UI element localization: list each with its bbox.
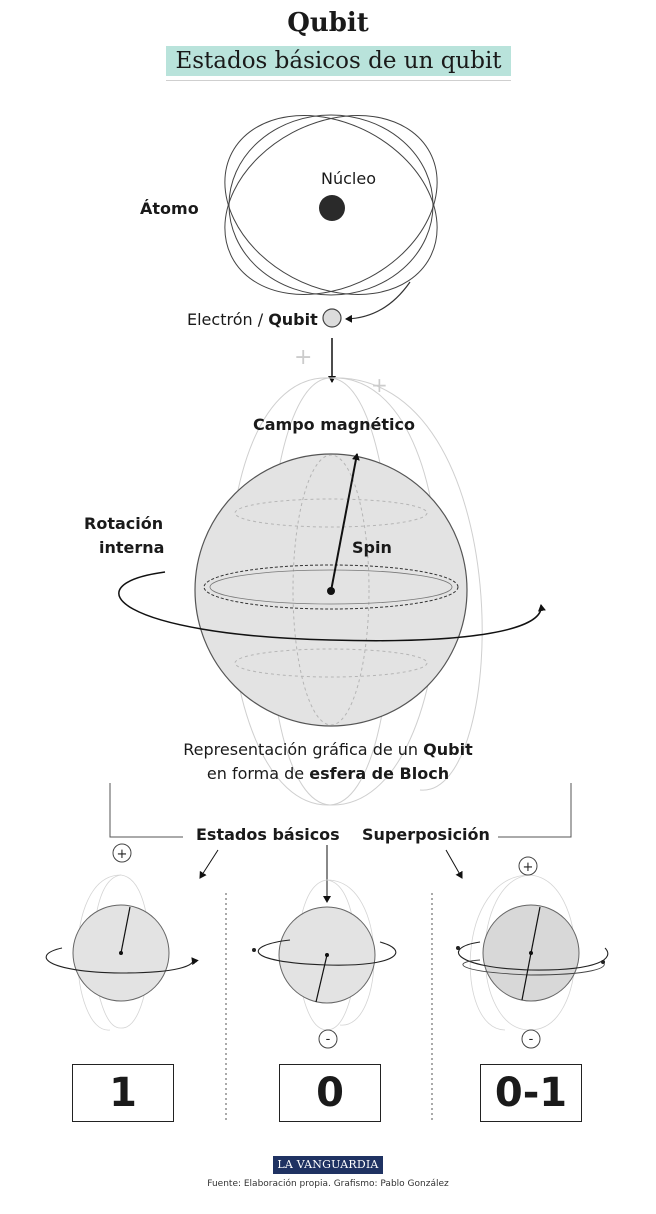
state-1-rotation xyxy=(45,947,199,974)
spin-vector xyxy=(330,453,360,592)
orbit-2 xyxy=(224,115,438,295)
superposition-rotation-1 xyxy=(458,941,609,971)
electron-label-text: Electrón / xyxy=(187,310,269,329)
la-vanguardia-logo: LA VANGUARDIA xyxy=(273,1156,383,1174)
electron-label-qubit: Qubit xyxy=(268,310,318,329)
state-0-box: 0 xyxy=(279,1064,381,1122)
state-1-spin xyxy=(120,906,131,954)
bloch-caption-bold-2: esfera de Bloch xyxy=(309,764,450,783)
plus-badge-label: + xyxy=(523,860,534,875)
superposition-sphere-group: + - xyxy=(456,856,609,1049)
nucleus xyxy=(319,195,345,221)
basic-states-label: Estados básicos xyxy=(196,825,340,844)
minus-badge xyxy=(521,1029,541,1049)
state-0-sphere-group: - xyxy=(252,879,397,1049)
electron-label: Electrón / Qubit xyxy=(187,310,318,329)
superposition-label: Superposición xyxy=(362,825,490,844)
superposition-box: 0-1 xyxy=(480,1064,582,1122)
equator-inner xyxy=(209,569,453,605)
bloch-caption-bold-1: Qubit xyxy=(423,740,473,759)
nucleus-label: Núcleo xyxy=(321,169,376,188)
superposition-spin-down xyxy=(521,952,532,1001)
rotation-label-line2: interna xyxy=(99,538,165,557)
state-1-sphere-group: + xyxy=(45,843,199,1031)
subtitle-highlight: Estados básicos de un qubit xyxy=(166,46,511,76)
page-title: Qubit xyxy=(287,8,369,38)
bloch-caption-text-1: Representación gráfica de un xyxy=(183,740,424,759)
state-0-spin xyxy=(315,954,328,1003)
rotation-label-line1: Rotación xyxy=(84,514,164,533)
electron-qubit xyxy=(322,308,342,328)
superposition-rotation-2 xyxy=(462,959,605,976)
bloch-caption-text-2: en forma de xyxy=(206,764,310,783)
plus-badge xyxy=(518,856,538,876)
state-1-box: 1 xyxy=(72,1064,174,1122)
arrow-to-superposition xyxy=(445,849,463,879)
rotation-arrow xyxy=(118,571,546,642)
atom-label: Átomo xyxy=(140,199,199,218)
source-credit: Fuente: Elaboración propia. Grafismo: Pa… xyxy=(207,1179,449,1189)
plus-sign-faint: + xyxy=(294,345,312,370)
orbit-1 xyxy=(224,115,438,295)
state-0-origin xyxy=(325,953,329,957)
minus-badge-label: - xyxy=(529,1032,534,1047)
equator xyxy=(203,564,459,610)
connectors xyxy=(109,783,572,838)
subtitle-divider xyxy=(166,80,511,81)
atom-orbits xyxy=(224,114,438,296)
plus-sign-faint: + xyxy=(371,373,388,397)
state-0-rotation xyxy=(257,939,397,966)
spin-origin xyxy=(327,587,335,595)
page-subtitle: Estados básicos de un qubit xyxy=(175,48,502,74)
minus-badge-label: - xyxy=(326,1032,331,1047)
minus-badge xyxy=(318,1029,338,1049)
spin-label: Spin xyxy=(352,538,392,557)
sphere-guides xyxy=(234,454,428,726)
superposition-spin-up xyxy=(530,906,541,954)
orbit-3 xyxy=(228,114,434,296)
state-1-origin xyxy=(119,951,123,955)
plus-badge xyxy=(112,843,132,863)
bloch-caption-line1: Representación gráfica de un Qubit xyxy=(0,740,656,759)
superposition-origin xyxy=(529,951,533,955)
field-label: Campo magnético xyxy=(253,415,415,434)
arrow-to-state-1 xyxy=(199,849,219,879)
plus-badge-label: + xyxy=(117,847,128,862)
orbit-arrow xyxy=(345,281,411,323)
bloch-caption-line2: en forma de esfera de Bloch xyxy=(0,764,656,783)
